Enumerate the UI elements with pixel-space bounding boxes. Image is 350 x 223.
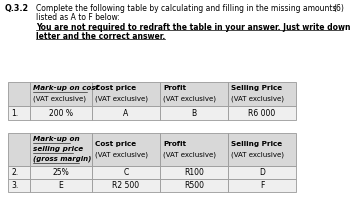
Text: B: B xyxy=(191,109,197,118)
Text: Complete the following table by calculating and filling in the missing amounts: Complete the following table by calculat… xyxy=(36,4,336,13)
Text: (VAT exclusive): (VAT exclusive) xyxy=(163,151,216,157)
Text: Mark-up on cost: Mark-up on cost xyxy=(33,85,99,91)
Bar xyxy=(92,106,160,120)
Text: C: C xyxy=(123,168,129,177)
Bar xyxy=(228,179,296,192)
Text: 2.: 2. xyxy=(11,168,18,177)
Text: selling price: selling price xyxy=(33,146,83,152)
Text: Q.3.2: Q.3.2 xyxy=(5,4,29,13)
Bar xyxy=(30,82,92,106)
Text: R100: R100 xyxy=(184,168,204,177)
Text: R2 500: R2 500 xyxy=(112,181,140,190)
Text: A: A xyxy=(123,109,129,118)
Text: (VAT exclusive): (VAT exclusive) xyxy=(231,151,284,157)
Text: 1.: 1. xyxy=(11,109,18,118)
Text: (VAT exclusive): (VAT exclusive) xyxy=(95,95,148,101)
Bar xyxy=(160,106,228,120)
Text: (VAT exclusive): (VAT exclusive) xyxy=(231,95,284,101)
Bar xyxy=(8,82,30,106)
Text: (6): (6) xyxy=(333,4,344,13)
Bar xyxy=(30,166,92,179)
Text: letter and the correct answer.: letter and the correct answer. xyxy=(36,32,165,41)
Bar xyxy=(228,133,296,166)
Bar xyxy=(8,133,30,166)
Text: Cost price: Cost price xyxy=(95,141,136,147)
Text: Selling Price: Selling Price xyxy=(231,85,282,91)
Bar xyxy=(92,179,160,192)
Text: E: E xyxy=(59,181,63,190)
Text: D: D xyxy=(259,168,265,177)
Text: (VAT exclusive): (VAT exclusive) xyxy=(33,95,86,101)
Text: 3.: 3. xyxy=(11,181,18,190)
Text: R6 000: R6 000 xyxy=(248,109,276,118)
Text: You are not required to redraft the table in your answer. Just write down the: You are not required to redraft the tabl… xyxy=(36,23,350,32)
Bar xyxy=(30,106,92,120)
Bar xyxy=(160,166,228,179)
Text: Mark-up on: Mark-up on xyxy=(33,136,80,142)
Bar xyxy=(8,179,30,192)
Text: Selling Price: Selling Price xyxy=(231,141,282,147)
Bar xyxy=(160,133,228,166)
Text: 25%: 25% xyxy=(52,168,69,177)
Bar xyxy=(8,106,30,120)
Bar xyxy=(228,106,296,120)
Text: 200 %: 200 % xyxy=(49,109,73,118)
Text: Profit: Profit xyxy=(163,85,186,91)
Bar xyxy=(92,82,160,106)
Text: listed as A to F below:: listed as A to F below: xyxy=(36,13,120,22)
Bar xyxy=(160,82,228,106)
Text: (gross margin): (gross margin) xyxy=(33,156,91,163)
Bar xyxy=(160,179,228,192)
Text: Cost price: Cost price xyxy=(95,85,136,91)
Text: Profit: Profit xyxy=(163,141,186,147)
Bar xyxy=(228,166,296,179)
Bar xyxy=(92,133,160,166)
Bar xyxy=(8,166,30,179)
Text: F: F xyxy=(260,181,264,190)
Text: (VAT exclusive): (VAT exclusive) xyxy=(163,95,216,101)
Text: (VAT exclusive): (VAT exclusive) xyxy=(95,151,148,157)
Bar xyxy=(228,82,296,106)
Bar xyxy=(30,133,92,166)
Text: R500: R500 xyxy=(184,181,204,190)
Bar xyxy=(92,166,160,179)
Bar xyxy=(30,179,92,192)
